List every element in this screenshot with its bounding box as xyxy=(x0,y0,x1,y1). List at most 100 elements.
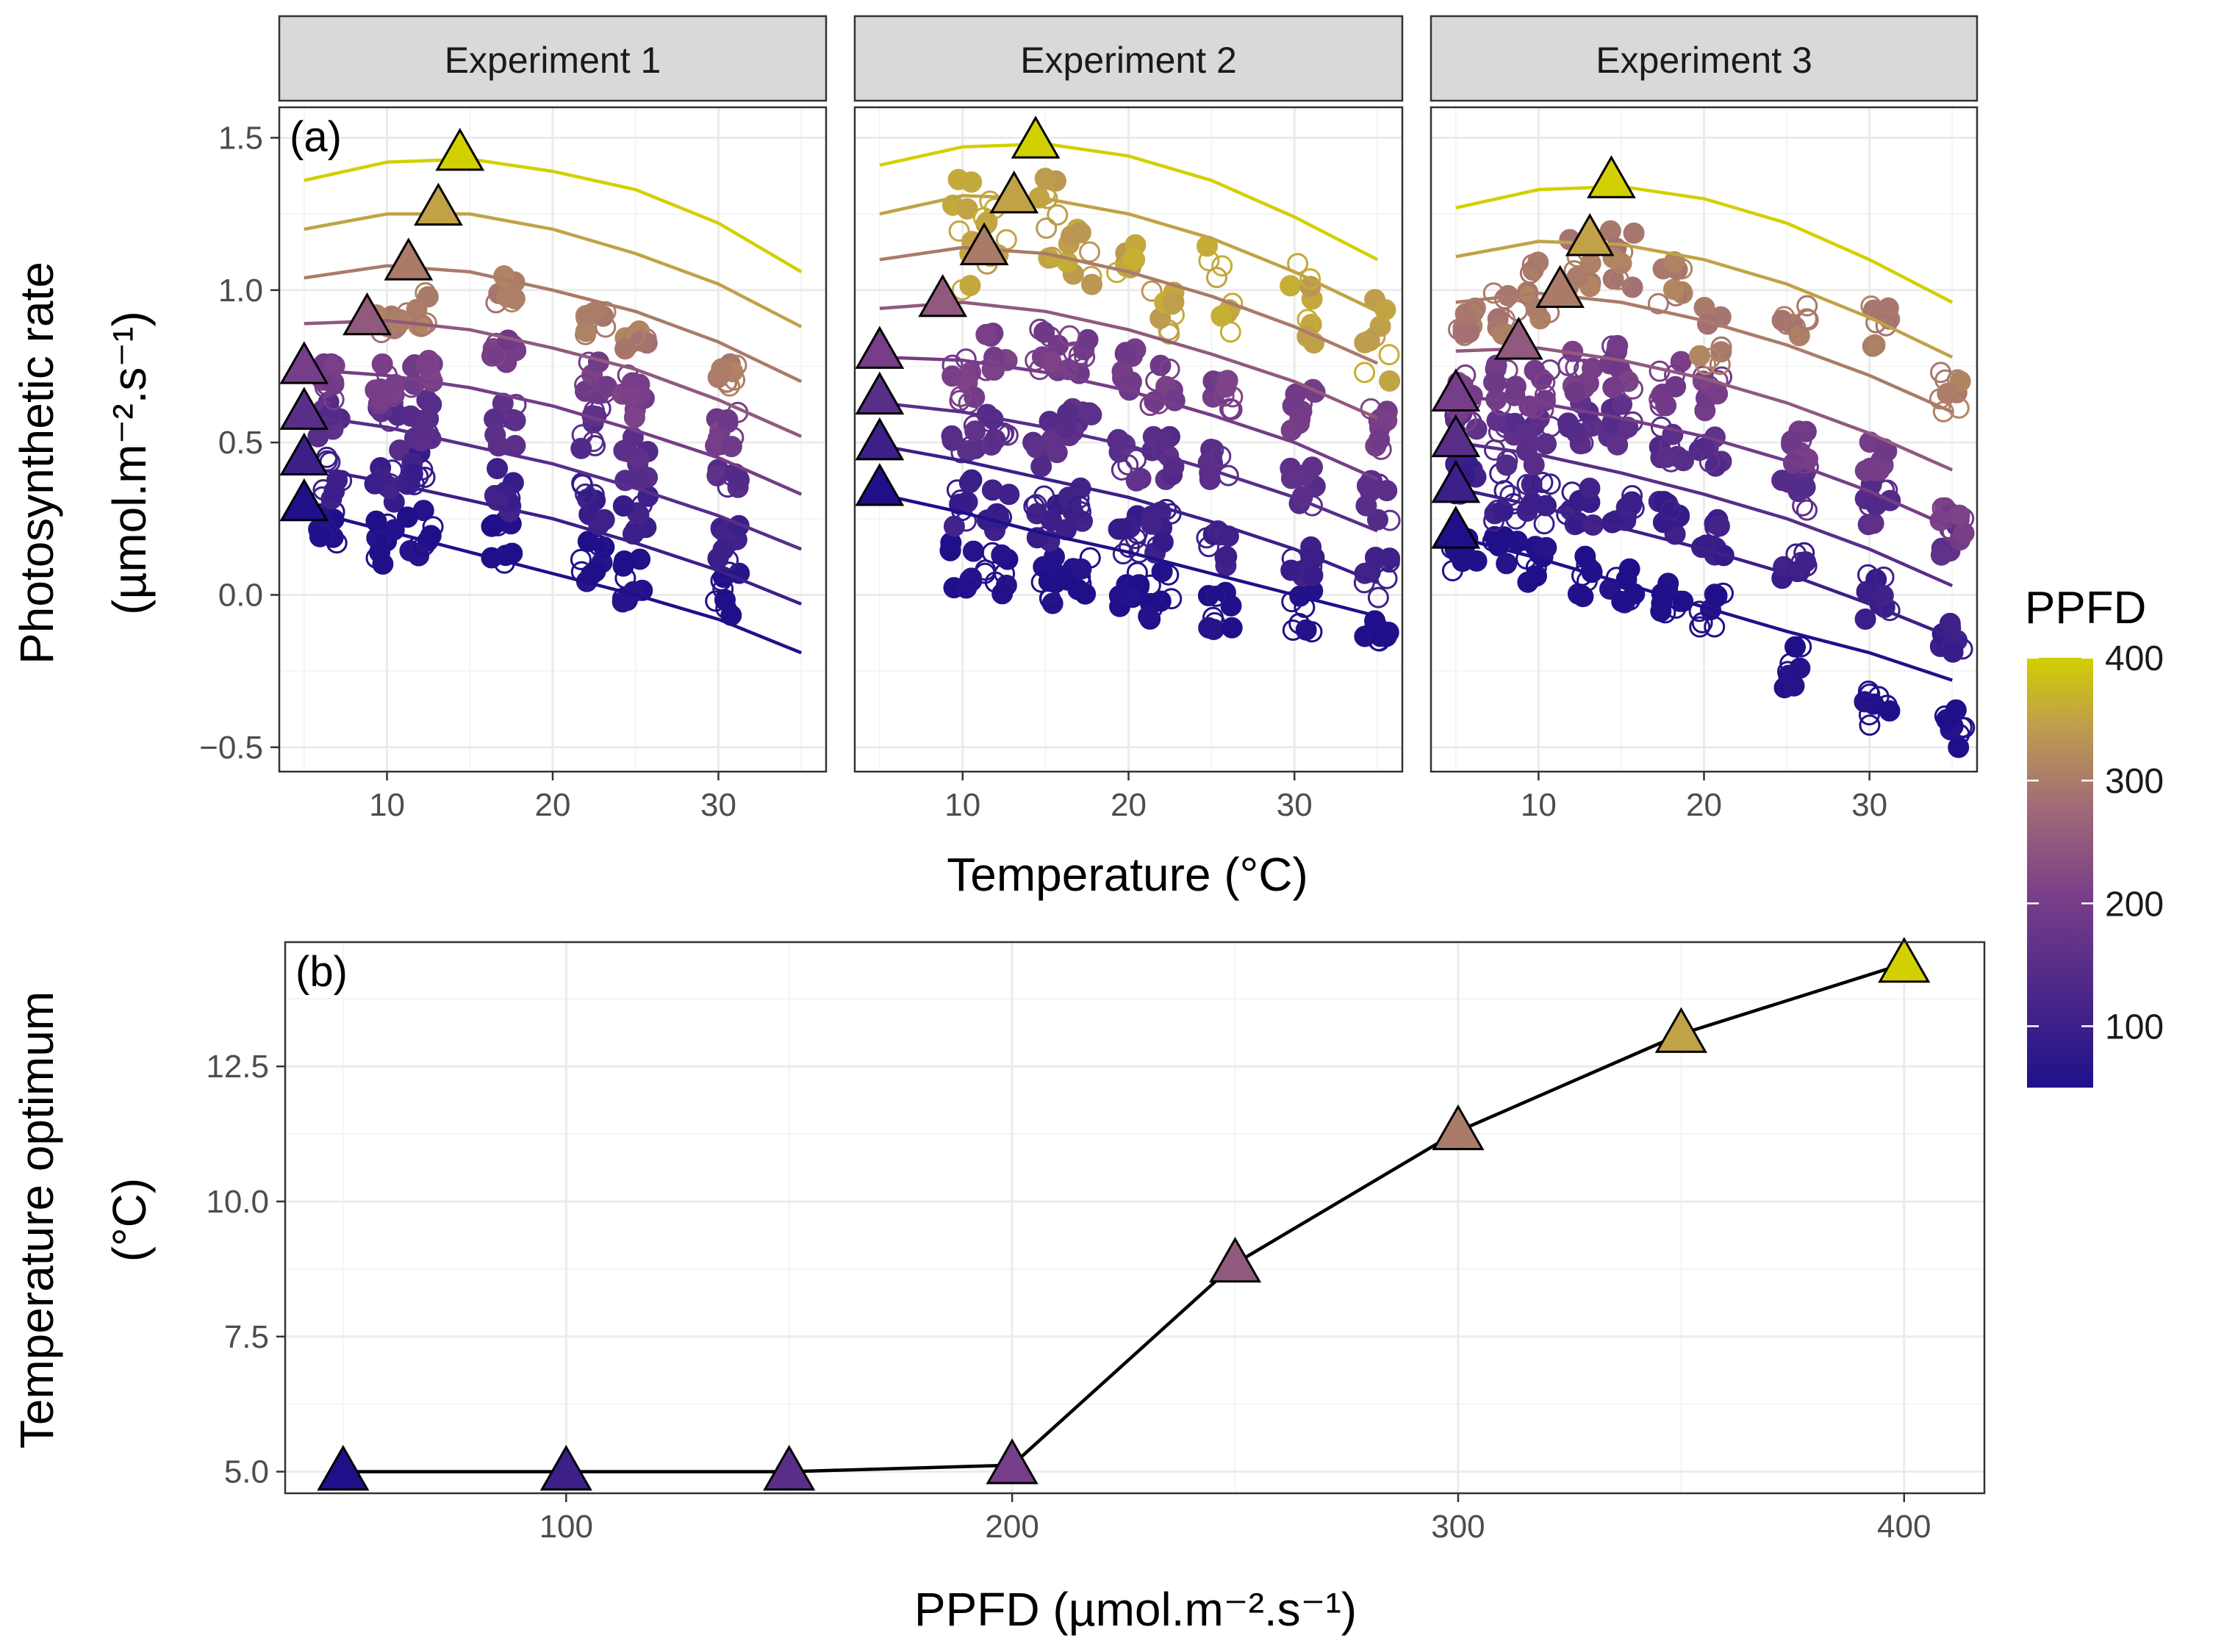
observation-point xyxy=(1030,571,1052,593)
x-tick-label: 200 xyxy=(985,1509,1039,1545)
panel-b-xlabel: PPFD (µmol.m⁻².s⁻¹) xyxy=(914,1583,1357,1636)
observation-point xyxy=(1202,439,1224,461)
facet-strip xyxy=(1430,15,1979,102)
observation-point xyxy=(1857,564,1879,586)
observation-point xyxy=(416,389,438,411)
fitted-curve-ppfd-350 xyxy=(879,194,1379,313)
observation-point xyxy=(415,353,437,376)
panel-b-background xyxy=(285,942,1984,1493)
y-tick-label: 1.5 xyxy=(218,120,263,156)
legend-colorbar xyxy=(2027,658,2093,1088)
observation-point xyxy=(1771,470,1793,492)
observation-point xyxy=(307,425,329,448)
observation-point xyxy=(1125,470,1147,492)
observations xyxy=(939,168,1401,652)
observation-point xyxy=(570,548,592,570)
x-tick-label: 10 xyxy=(1521,787,1557,823)
observation-point xyxy=(577,531,599,553)
optimum-point xyxy=(1654,1007,1707,1053)
observation-point xyxy=(955,577,978,599)
x-tick-label: 400 xyxy=(1877,1509,1931,1545)
observation-point xyxy=(955,510,977,532)
observation-point xyxy=(1154,428,1176,450)
observation-point xyxy=(1033,321,1055,343)
fitted-curve-ppfd-150 xyxy=(1455,440,1954,588)
observation-point xyxy=(1854,691,1876,713)
optimum-point xyxy=(986,1438,1039,1484)
observation-point xyxy=(1079,241,1100,263)
observation-point xyxy=(1565,356,1587,378)
observations xyxy=(307,265,750,626)
fitted-curve-ppfd-300 xyxy=(1455,291,1954,414)
observation-point xyxy=(1354,331,1376,353)
observation-point xyxy=(1198,617,1220,639)
x-tick-label: 10 xyxy=(369,787,405,823)
observation-point xyxy=(1708,515,1730,537)
observation-point xyxy=(407,466,429,487)
fitted-curve-ppfd-100 xyxy=(879,444,1378,584)
observation-point xyxy=(1485,372,1507,394)
observation-point xyxy=(964,420,986,442)
observation-point xyxy=(1660,499,1682,521)
panel-a-facets: Experiment 110 20 30−0.50.00.51.01.5 (a)Exp… xyxy=(199,15,1979,823)
y-tick-label: −0.5 xyxy=(199,730,263,766)
fitted-curve-ppfd-50 xyxy=(879,492,1378,618)
fitted-curve-ppfd-250 xyxy=(304,319,803,438)
observation-point xyxy=(1652,511,1674,534)
observation-point xyxy=(504,409,526,431)
observation-point xyxy=(1378,344,1400,366)
observation-point xyxy=(1299,268,1321,290)
optimum-marker xyxy=(1493,317,1543,360)
panel-b: 100 200 300 400 5.0 7.5 10.0 12.5 (b) xyxy=(206,936,1986,1545)
observation-point xyxy=(620,385,642,407)
observation-point xyxy=(1783,675,1805,697)
optimum-marker xyxy=(1431,368,1481,412)
observation-point xyxy=(1566,266,1588,288)
observation-point xyxy=(1280,275,1302,297)
observation-point xyxy=(1046,442,1068,464)
observation-point xyxy=(1141,513,1163,535)
observation-point xyxy=(712,578,734,600)
observation-point xyxy=(1607,268,1629,290)
observation-point xyxy=(1379,370,1401,392)
observation-point xyxy=(1704,616,1726,638)
observation-point xyxy=(1942,641,1964,663)
observation-point xyxy=(1285,466,1308,488)
observation-point xyxy=(1216,545,1238,567)
observation-point xyxy=(1673,450,1694,472)
observation-point xyxy=(1070,558,1092,580)
fitted-curve-ppfd-250 xyxy=(879,301,1379,420)
y-tick-label: 1.0 xyxy=(218,273,263,309)
observation-point xyxy=(1367,586,1389,608)
observation-point xyxy=(1210,445,1232,467)
observation-point xyxy=(1367,509,1388,531)
optimum-marker xyxy=(855,463,905,506)
observation-point xyxy=(1854,460,1876,482)
observation-point xyxy=(717,476,739,498)
observation-point xyxy=(1771,309,1793,331)
observation-point xyxy=(1217,464,1239,486)
observation-point xyxy=(1080,403,1102,425)
observation-point xyxy=(1611,591,1633,612)
fitted-curve-ppfd-400 xyxy=(1455,184,1954,304)
observation-point xyxy=(1649,395,1671,417)
facet-1: Experiment 1 10 20 30 −0.5 0.0 0.5 1.0 1.5 (a) xyxy=(199,15,828,823)
panel-a-xlabel: Temperature (°C) xyxy=(947,848,1308,901)
observation-point xyxy=(1647,292,1669,315)
observation-point xyxy=(1158,358,1180,380)
optimum-marker xyxy=(959,222,1009,265)
observation-point xyxy=(1210,305,1233,327)
facet-strip-label: Experiment 2 xyxy=(1020,40,1237,81)
observation-point xyxy=(1611,393,1633,415)
observation-point xyxy=(1949,370,1971,392)
observation-point xyxy=(1375,625,1397,647)
observation-point xyxy=(1796,499,1818,521)
observation-point xyxy=(717,409,739,431)
observation-point xyxy=(1075,583,1097,605)
observation-point xyxy=(712,539,734,561)
observation-point xyxy=(400,405,422,427)
fitted-curve-ppfd-300 xyxy=(304,264,803,384)
x-tick-label: 10 xyxy=(944,787,980,823)
fitted-curve-ppfd-400 xyxy=(879,142,1379,262)
